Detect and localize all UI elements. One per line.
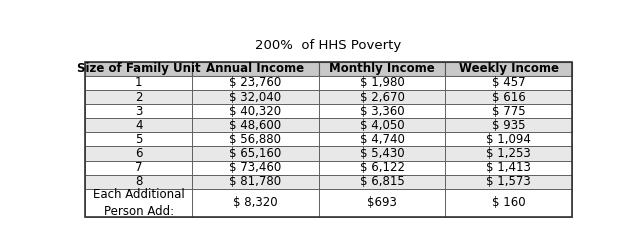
Text: $ 775: $ 775 [492,105,526,118]
Text: 4: 4 [135,119,142,132]
Bar [85,146,192,161]
Bar [445,76,572,90]
Text: 3: 3 [135,105,142,118]
Text: $ 48,600: $ 48,600 [229,119,281,132]
Text: $ 32,040: $ 32,040 [229,91,281,104]
Bar [319,90,445,104]
Text: 6: 6 [135,147,142,160]
Text: $ 8,320: $ 8,320 [233,196,278,209]
Text: $ 5,430: $ 5,430 [360,147,404,160]
Bar [192,76,319,90]
Text: $ 23,760: $ 23,760 [229,77,281,89]
Text: $ 1,413: $ 1,413 [487,161,531,174]
Bar [319,104,445,118]
Text: $ 2,670: $ 2,670 [360,91,404,104]
Bar [85,62,572,217]
Bar [319,62,445,76]
Text: Annual Income: Annual Income [206,62,304,75]
Bar [445,175,572,189]
Text: $ 73,460: $ 73,460 [229,161,281,174]
Bar [85,90,192,104]
Bar [85,118,192,132]
Text: $ 1,573: $ 1,573 [487,175,531,188]
Text: 2: 2 [135,91,142,104]
Bar [85,132,192,146]
Bar [85,104,192,118]
Text: $693: $693 [367,196,397,209]
Bar [85,76,192,90]
Text: $ 4,050: $ 4,050 [360,119,404,132]
Bar [85,175,192,189]
Bar [192,118,319,132]
Bar [445,161,572,175]
Bar [445,189,572,217]
Bar [445,62,572,76]
Text: 1: 1 [135,77,142,89]
Bar [445,118,572,132]
Text: $ 160: $ 160 [492,196,526,209]
Text: 7: 7 [135,161,142,174]
Text: $ 56,880: $ 56,880 [229,133,281,146]
Text: $ 3,360: $ 3,360 [360,105,404,118]
Text: $ 6,815: $ 6,815 [360,175,404,188]
Bar [319,146,445,161]
Bar [192,90,319,104]
Bar [319,76,445,90]
Bar [319,132,445,146]
Text: 200%  of HHS Poverty: 200% of HHS Poverty [255,39,402,52]
Bar [445,132,572,146]
Bar [85,62,192,76]
Bar [192,104,319,118]
Bar [192,132,319,146]
Text: $ 1,980: $ 1,980 [360,77,404,89]
Text: $ 81,780: $ 81,780 [229,175,281,188]
Bar [85,189,192,217]
Bar [445,90,572,104]
Bar [192,189,319,217]
Text: $ 6,122: $ 6,122 [360,161,404,174]
Text: 8: 8 [135,175,142,188]
Bar [319,118,445,132]
Text: $ 40,320: $ 40,320 [229,105,281,118]
Bar [319,161,445,175]
Text: $ 457: $ 457 [492,77,526,89]
Text: $ 4,740: $ 4,740 [360,133,404,146]
Text: $ 65,160: $ 65,160 [229,147,281,160]
Bar [445,146,572,161]
Text: $ 1,094: $ 1,094 [487,133,531,146]
Text: Monthly Income: Monthly Income [329,62,435,75]
Text: $ 1,253: $ 1,253 [487,147,531,160]
Text: Each Additional
Person Add:: Each Additional Person Add: [93,188,185,218]
Text: Size of Family Unit: Size of Family Unit [77,62,201,75]
Text: 5: 5 [135,133,142,146]
Text: Weekly Income: Weekly Income [459,62,559,75]
Bar [192,161,319,175]
Text: $ 616: $ 616 [492,91,526,104]
Bar [192,62,319,76]
Bar [319,175,445,189]
Bar [192,146,319,161]
Bar [85,161,192,175]
Bar [319,189,445,217]
Text: $ 935: $ 935 [492,119,526,132]
Bar [192,175,319,189]
Bar [445,104,572,118]
